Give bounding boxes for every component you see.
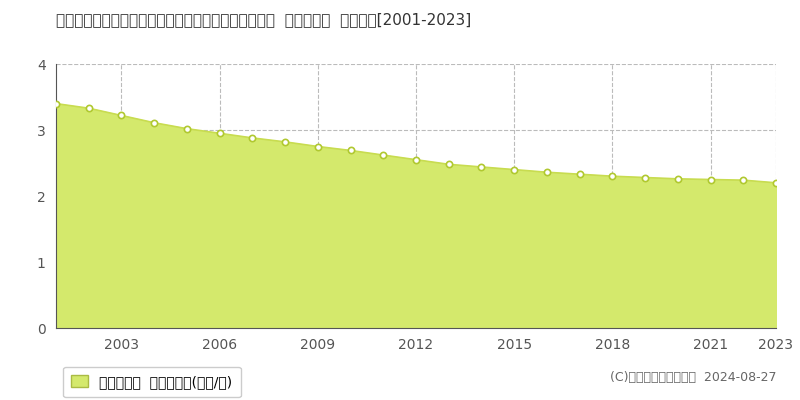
Legend: 基準地価格  平均坪単価(万円/坪): 基準地価格 平均坪単価(万円/坪) — [63, 367, 241, 397]
Text: (C)土地価格ドットコム  2024-08-27: (C)土地価格ドットコム 2024-08-27 — [610, 371, 776, 384]
Text: 福島県東白川郡鮫川村大字赤坂中野字道少田１８番１  基準地価格  地価推移[2001-2023]: 福島県東白川郡鮫川村大字赤坂中野字道少田１８番１ 基準地価格 地価推移[2001… — [56, 12, 471, 27]
